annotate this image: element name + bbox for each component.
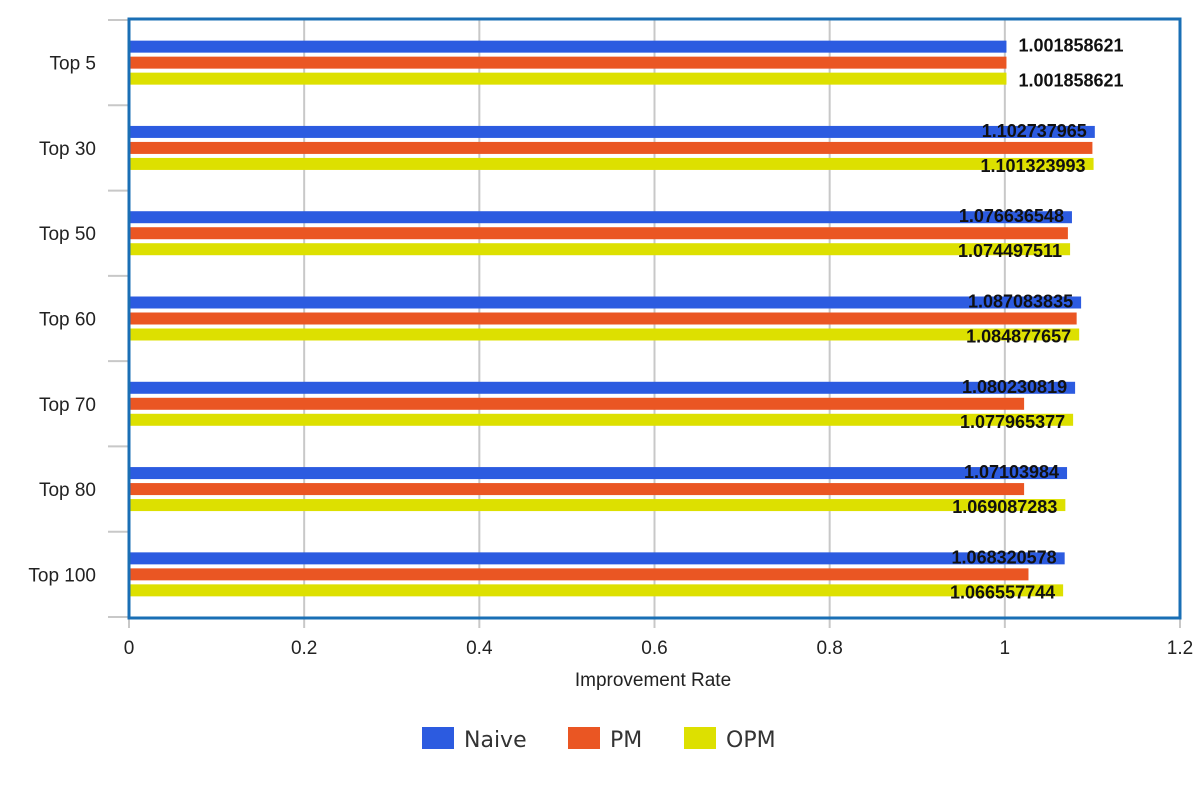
data-label-naive: 1.087083835: [968, 292, 1073, 312]
bar-pm: [130, 568, 1029, 581]
plot-area-border: [127, 17, 1182, 620]
x-tick-label: 0.2: [291, 638, 317, 659]
bar-opm: [130, 499, 1066, 512]
data-label-opm: 1.084877657: [966, 327, 1071, 347]
legend-label-naive: Naive: [464, 728, 527, 753]
data-label-opm: 1.077965377: [960, 412, 1065, 432]
bar-pm: [130, 227, 1068, 240]
bar-pm: [130, 56, 1007, 69]
legend-label-opm: OPM: [726, 728, 776, 753]
data-label-opm: 1.066557744: [950, 582, 1055, 602]
legend-swatch-pm: [568, 727, 600, 749]
bar-opm: [130, 157, 1094, 170]
bar-naive: [130, 296, 1082, 309]
y-category-label: Top 5: [50, 54, 96, 75]
data-label-naive: 1.080230819: [962, 377, 1067, 397]
x-tick-label: 1.2: [1167, 638, 1193, 659]
x-tick-label: 1: [1000, 638, 1011, 659]
legend-swatch-naive: [422, 727, 454, 749]
bar-pm: [130, 483, 1025, 496]
bar-opm: [130, 72, 1007, 85]
data-label-naive: 1.07103984: [964, 462, 1059, 482]
bar-opm: [130, 413, 1074, 426]
bar-opm: [130, 328, 1080, 341]
data-label-opm: 1.069087283: [952, 497, 1057, 517]
bar-opm: [130, 243, 1071, 256]
y-category-label: Top 70: [39, 395, 96, 416]
bar-pm: [130, 312, 1077, 325]
data-label-naive: 1.068320578: [952, 547, 1057, 567]
data-label-opm: 1.101323993: [980, 156, 1085, 176]
legend-label-pm: PM: [610, 728, 642, 753]
bar-naive: [130, 381, 1076, 394]
bar-marks: [130, 40, 1095, 597]
x-tick-label: 0.4: [466, 638, 493, 659]
y-category-label: Top 100: [28, 565, 96, 586]
bar-naive: [130, 40, 1007, 53]
y-category-label: Top 80: [39, 480, 96, 501]
x-tick-label: 0.8: [816, 638, 842, 659]
y-category-label: Top 60: [39, 310, 96, 331]
data-label-opm: 1.001858621: [1018, 71, 1123, 91]
data-labels: 1.001858621 1.001858621 1.102737965 1.10132…: [950, 36, 1124, 603]
bar-pm: [130, 141, 1093, 154]
x-axis: 0 0.2 0.4 0.6 0.8 1 1.2: [124, 638, 1194, 659]
y-axis: Top 5 Top 30 Top 50 Top 60 Top 70 Top 80 Top 1…: [28, 19, 129, 618]
bar-naive: [130, 125, 1095, 138]
x-axis-title: Improvement Rate: [575, 670, 731, 691]
data-label-opm: 1.074497511: [958, 241, 1062, 261]
bar-naive: [130, 552, 1065, 565]
data-label-naive: 1.001858621: [1018, 36, 1123, 56]
bar-naive: [130, 467, 1068, 480]
bar-pm: [130, 397, 1025, 410]
bar-opm: [130, 584, 1064, 597]
legend: Naive PM OPM: [422, 727, 776, 753]
data-label-naive: 1.076636548: [959, 206, 1064, 226]
legend-swatch-opm: [684, 727, 716, 749]
x-tick-label: 0.6: [641, 638, 667, 659]
y-category-label: Top 50: [39, 224, 96, 245]
bar-naive: [130, 211, 1072, 224]
x-tick-label: 0: [124, 638, 135, 659]
y-category-label: Top 30: [39, 139, 96, 160]
data-label-naive: 1.102737965: [982, 121, 1087, 141]
